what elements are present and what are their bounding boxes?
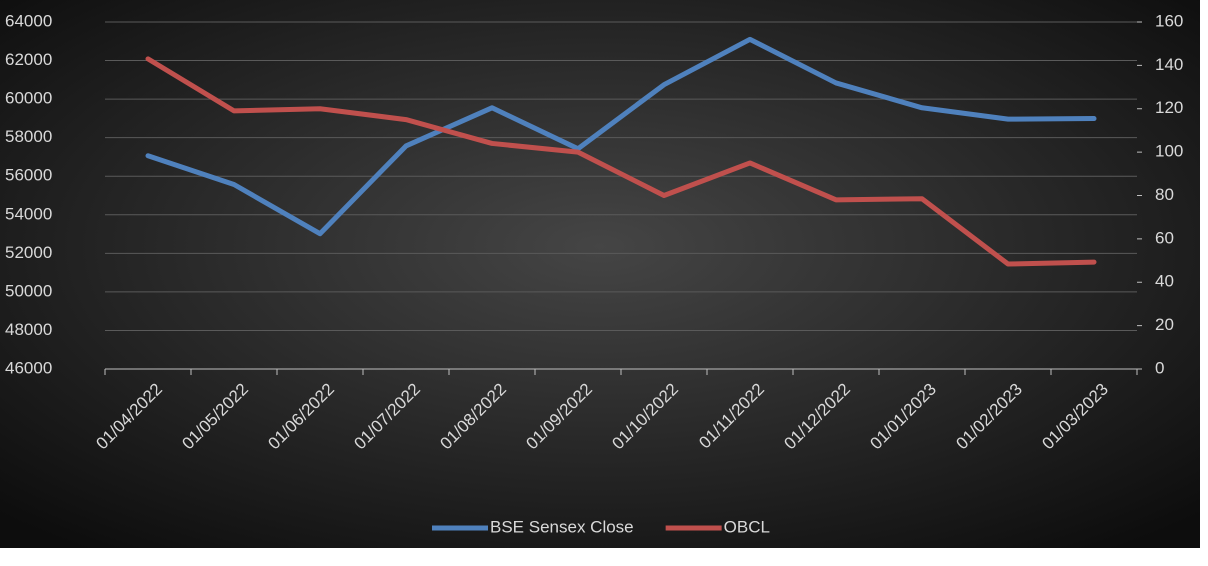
y2-tick-label: 40 [1155, 272, 1174, 291]
y-tick-label: 60000 [5, 89, 52, 108]
y2-tick-label: 120 [1155, 98, 1183, 117]
y2-tick-label: 60 [1155, 228, 1174, 247]
y-tick-label: 48000 [5, 320, 52, 339]
y2-tick-label: 160 [1155, 11, 1183, 30]
series-line [145, 56, 1097, 267]
chart-background [0, 0, 1200, 548]
y-tick-label: 64000 [5, 11, 52, 30]
legend-label: OBCL [724, 517, 770, 536]
y2-tick-label: 0 [1155, 358, 1164, 377]
y-tick-label: 58000 [5, 127, 52, 146]
series-line [145, 36, 1097, 237]
y-tick-label: 56000 [5, 166, 52, 185]
y-tick-label: 52000 [5, 243, 52, 262]
y-tick-label: 62000 [5, 50, 52, 69]
y2-tick-label: 80 [1155, 185, 1174, 204]
legend-label: BSE Sensex Close [490, 517, 634, 536]
y2-tick-label: 140 [1155, 55, 1183, 74]
y-tick-label: 54000 [5, 204, 52, 223]
y2-tick-label: 20 [1155, 315, 1174, 334]
y2-tick-label: 100 [1155, 142, 1183, 161]
y-tick-label: 50000 [5, 281, 52, 300]
y-tick-label: 46000 [5, 358, 52, 377]
